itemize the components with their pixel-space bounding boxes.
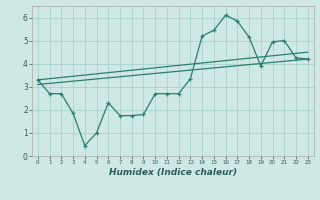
X-axis label: Humidex (Indice chaleur): Humidex (Indice chaleur): [109, 168, 237, 177]
